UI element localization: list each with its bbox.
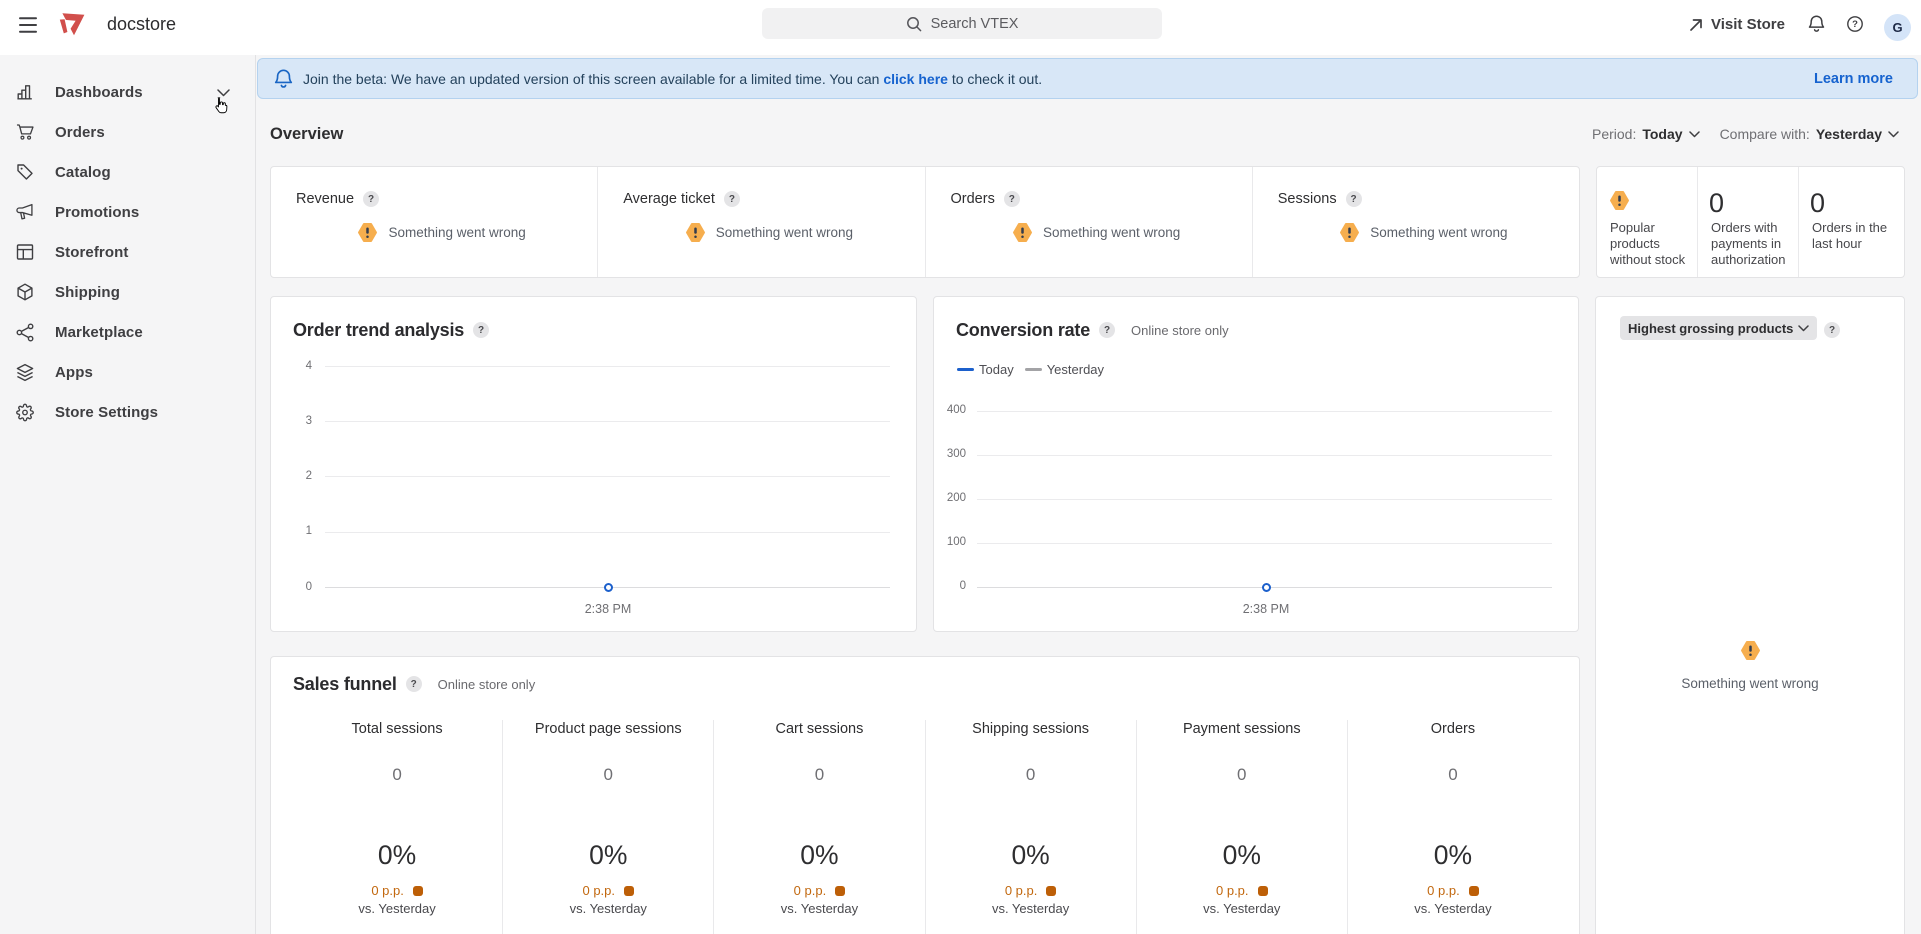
svg-text:?: ? bbox=[1852, 19, 1858, 30]
